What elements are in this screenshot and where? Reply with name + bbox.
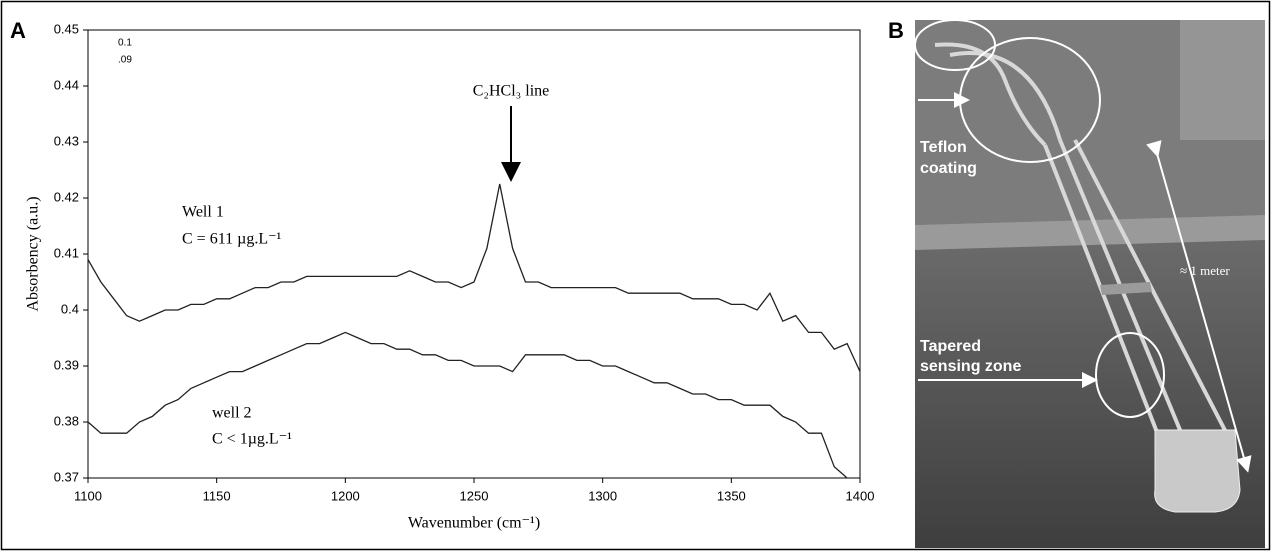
y-tick-label: 0.43: [54, 133, 79, 148]
annotation: C₂HCl₃ line: [473, 83, 550, 100]
x-tick-label: 1400: [846, 488, 875, 503]
series-line: [88, 183, 860, 372]
photo-label: Teflon: [920, 139, 967, 156]
annotation: Well 1: [182, 204, 224, 221]
photo-label: ≈ 1 meter: [1180, 263, 1230, 278]
panel-b: B Teflon coating ≈ 1 meter Tapered sensi…: [888, 18, 1265, 548]
x-tick-label: 1150: [203, 488, 231, 503]
y-tick-label: 0.44: [54, 77, 79, 92]
y-tick-label: 0.42: [54, 189, 79, 204]
photo-label: sensing zone: [920, 358, 1021, 375]
background-object: [1180, 20, 1265, 140]
photo-label: coating: [920, 160, 977, 177]
y-tick-label: 0.37: [54, 469, 79, 484]
x-tick-label: 1300: [588, 488, 617, 503]
annotation: C = 611 µg.L⁻¹: [182, 231, 282, 248]
panel-label: A: [10, 18, 26, 43]
annotation: 0.1: [118, 38, 132, 49]
annotation: .09: [118, 55, 132, 66]
y-tick-label: 0.39: [54, 357, 79, 372]
photo-label: Tapered: [920, 338, 981, 355]
x-tick-label: 1250: [460, 488, 489, 503]
x-tick-label: 1200: [331, 488, 360, 503]
cross-bar: [1100, 282, 1152, 295]
y-tick-label: 0.38: [54, 413, 79, 428]
y-tick-label: 0.45: [54, 21, 79, 36]
annotation: C < 1µg.L⁻¹: [212, 431, 292, 448]
series-line: [88, 331, 849, 478]
end-plate: [1154, 429, 1241, 513]
x-axis-title: Wavenumber (cm⁻¹): [408, 515, 540, 532]
panel-label: B: [888, 18, 904, 43]
annotation: well 2: [212, 405, 252, 422]
y-tick-label: 0.41: [54, 245, 79, 260]
x-tick-label: 1350: [717, 488, 746, 503]
x-tick-label: 1100: [74, 488, 102, 503]
chart-a: 0.1 .09 C₂HCl₃ line Well 1 C = 611 µg.L⁻…: [25, 21, 875, 531]
y-axis-title: Absorbency (a.u.): [25, 196, 42, 311]
length-arrow: [1146, 140, 1252, 473]
y-tick-label: 0.4: [61, 301, 79, 316]
